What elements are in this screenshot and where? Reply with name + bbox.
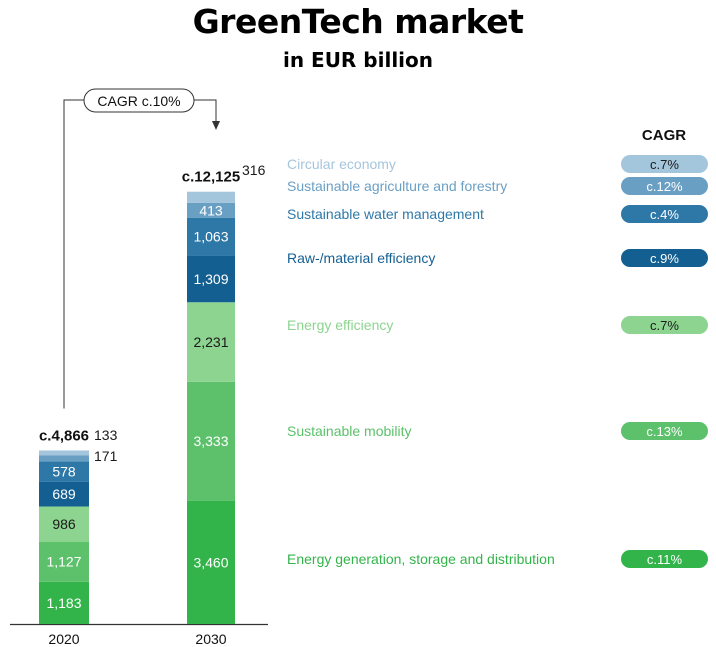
legend-label: Energy efficiency xyxy=(287,317,393,333)
cagr-badge-label: c.12% xyxy=(646,179,683,194)
bar-segment-2020-1 xyxy=(39,581,89,624)
bar-value-label: 2,231 xyxy=(193,334,228,350)
bar-value-label: 1,127 xyxy=(46,554,81,570)
cagr-overall-label: CAGR c.10% xyxy=(97,93,180,109)
chart-title: GreenTech market xyxy=(192,2,524,41)
bar-segment-2030-6 xyxy=(187,202,235,218)
bar-value-label: 1,063 xyxy=(193,229,228,245)
bar-total-label: c.12,125 xyxy=(182,169,240,186)
bar-segment-2030-7 xyxy=(187,191,235,203)
bar-segment-2030-2 xyxy=(187,381,235,501)
cagr-header: CAGR xyxy=(642,127,686,144)
cagr-badge xyxy=(621,422,708,440)
bar-segment-2020-6 xyxy=(39,455,89,462)
cagr-badge xyxy=(621,316,708,334)
x-tick-label: 2020 xyxy=(48,631,79,647)
bar-segment-2030-5 xyxy=(187,217,235,256)
cagr-badge-label: c.13% xyxy=(646,424,683,439)
bar-segment-2020-3 xyxy=(39,506,89,542)
bar-segment-2020-7 xyxy=(39,450,89,456)
bar-value-label: 1,309 xyxy=(193,271,228,287)
legend-label: Raw-/material efficiency xyxy=(287,250,435,266)
chart-subtitle: in EUR billion xyxy=(282,48,434,72)
legend-label: Energy generation, storage and distribut… xyxy=(287,551,555,567)
bar-segment-2030-4 xyxy=(187,255,235,303)
bar-value-label: 413 xyxy=(199,202,223,218)
legend-label: Sustainable water management xyxy=(287,206,484,222)
cagr-badge-label: c.11% xyxy=(647,552,683,567)
x-tick-label: 2030 xyxy=(195,631,226,647)
bar-total-label: c.4,866 xyxy=(39,427,89,444)
cagr-badge xyxy=(621,205,708,223)
legend-label: Sustainable mobility xyxy=(287,423,412,439)
cagr-badge xyxy=(621,155,708,173)
bar-segment-2020-4 xyxy=(39,481,89,507)
cagr-badge xyxy=(621,249,708,267)
cagr-pill xyxy=(83,88,195,113)
legend-label: Circular economy xyxy=(287,156,396,172)
cagr-badge xyxy=(621,177,708,195)
bar-value-label: 578 xyxy=(52,464,76,480)
bar-segment-2030-3 xyxy=(187,302,235,382)
legend-label: Sustainable agriculture and forestry xyxy=(287,178,507,194)
bar-value-label: 986 xyxy=(52,516,76,532)
cagr-badge-label: c.7% xyxy=(650,157,679,172)
bar-value-label: 1,183 xyxy=(46,595,81,611)
bar-segment-2020-5 xyxy=(39,461,89,482)
cagr-arrowhead xyxy=(212,121,220,130)
bar-value-label: 3,333 xyxy=(193,433,228,449)
cagr-badge xyxy=(621,550,708,568)
bar-value-label: 689 xyxy=(52,486,76,502)
bar-value-label: 316 xyxy=(242,162,266,178)
bar-value-label: 3,460 xyxy=(193,554,228,570)
cagr-badge-label: c.9% xyxy=(650,251,679,266)
bar-value-label: 171 xyxy=(94,448,118,464)
cagr-badge-label: c.7% xyxy=(650,318,679,333)
bar-segment-2020-2 xyxy=(39,541,89,582)
bar-value-label: 133 xyxy=(94,427,118,443)
bar-segment-2030-1 xyxy=(187,500,235,624)
cagr-badge-label: c.4% xyxy=(650,207,679,222)
